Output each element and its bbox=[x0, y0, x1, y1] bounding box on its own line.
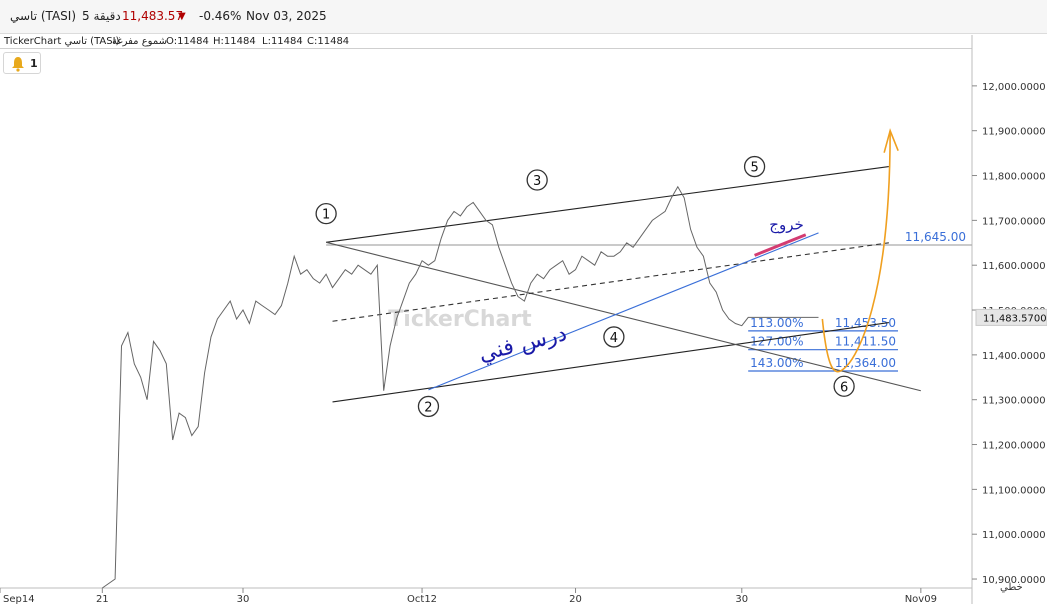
interval-label[interactable]: 5 دقيقة bbox=[82, 9, 121, 23]
level-percent-label: 143.00% bbox=[750, 356, 803, 370]
wave-marker bbox=[603, 326, 625, 348]
wave-marker bbox=[315, 202, 337, 225]
y-tick-label: 12,000.0000 bbox=[982, 82, 1046, 93]
ohlc-low: L:11484 bbox=[262, 36, 303, 47]
chart-style[interactable]: شموع مفرغة bbox=[112, 36, 167, 47]
alerts-button[interactable]: 1 bbox=[3, 52, 41, 74]
trend-line bbox=[754, 233, 807, 257]
wave-label: 3 bbox=[533, 174, 541, 189]
y-tick-label: 11,100.0000 bbox=[982, 485, 1046, 496]
down-triangle-icon: ▼ bbox=[178, 11, 186, 22]
x-tick-label: Nov09 bbox=[905, 594, 937, 604]
y-tick-label: 11,300.0000 bbox=[982, 396, 1046, 407]
trend-line bbox=[326, 166, 889, 243]
ohlc-bar: TickerChart تاسي (TASI) شموع مفرغة O:114… bbox=[0, 35, 972, 49]
symbol-header: تاسي (TASI) 5 دقيقة 11,483.57 ▼ -0.46% N… bbox=[0, 0, 1047, 34]
x-tick-label: 30 bbox=[237, 594, 250, 604]
wave-label: 2 bbox=[424, 400, 432, 415]
x-tick-label: 20 bbox=[569, 594, 582, 604]
x-tick-label: Oct12 bbox=[407, 594, 437, 604]
y-tick-label: 11,800.0000 bbox=[982, 172, 1046, 183]
y-tick-label: 11,700.0000 bbox=[982, 216, 1046, 227]
last-price: 11,483.57 bbox=[122, 9, 184, 23]
ohlc-open: O:11484 bbox=[166, 36, 209, 47]
current-price-tag bbox=[975, 308, 1047, 326]
projection-arrowhead bbox=[883, 128, 899, 153]
scale-type-button[interactable]: خطي bbox=[1000, 582, 1023, 593]
wave-marker bbox=[526, 169, 548, 191]
bell-icon bbox=[12, 57, 24, 72]
x-tick-label: 30 bbox=[735, 594, 748, 604]
current-price-label: 11,483.5700 bbox=[983, 313, 1047, 324]
wave-label: 5 bbox=[750, 161, 758, 176]
percent-change: -0.46% bbox=[199, 9, 242, 23]
level-percent-label: 113.00% bbox=[750, 316, 803, 330]
wave-label: 4 bbox=[610, 331, 618, 346]
alerts-count: 1 bbox=[30, 57, 38, 70]
y-tick-label: 11,400.0000 bbox=[982, 351, 1046, 362]
scale-toggle-box bbox=[973, 578, 1047, 604]
wave-label: 6 bbox=[840, 380, 848, 395]
x-tick-label: 21 bbox=[96, 594, 109, 604]
y-tick-label: 10,900.0000 bbox=[982, 575, 1046, 586]
wave-marker bbox=[833, 375, 855, 397]
level-percent-label: 127.00% bbox=[750, 335, 803, 349]
wave-marker bbox=[417, 395, 440, 418]
level-price-label: 11,364.00 bbox=[835, 356, 896, 370]
projection-path bbox=[821, 130, 891, 373]
trend-line bbox=[332, 322, 889, 403]
y-tick-label: 11,600.0000 bbox=[982, 261, 1046, 272]
wave-marker bbox=[743, 155, 766, 178]
chart-source: TickerChart تاسي (TASI) bbox=[4, 36, 120, 47]
trend-line bbox=[428, 232, 819, 391]
trend-line bbox=[325, 241, 921, 392]
wave-label: 1 bbox=[322, 208, 330, 223]
ohlc-close: C:11484 bbox=[307, 36, 350, 47]
level-price-label: 11,411.50 bbox=[835, 335, 896, 349]
price-series-line bbox=[102, 185, 819, 589]
ohlc-high: H:11484 bbox=[213, 36, 256, 47]
y-tick-label: 11,900.0000 bbox=[982, 127, 1046, 138]
plot-area[interactable] bbox=[0, 50, 972, 588]
y-tick-label: 11,000.0000 bbox=[982, 530, 1046, 541]
chart-annotation: خروج bbox=[769, 215, 803, 234]
level-price-label: 11,645.00 bbox=[905, 230, 966, 244]
quote-date: Nov 03, 2025 bbox=[246, 9, 327, 23]
level-price-label: 11,453.50 bbox=[835, 316, 896, 330]
symbol-name[interactable]: تاسي (TASI) bbox=[10, 9, 77, 23]
trend-line bbox=[332, 242, 889, 322]
x-tick-label: Sep14 bbox=[3, 594, 35, 604]
y-tick-label: 11,200.0000 bbox=[982, 441, 1046, 452]
watermark-text: TickerChart bbox=[388, 307, 532, 332]
